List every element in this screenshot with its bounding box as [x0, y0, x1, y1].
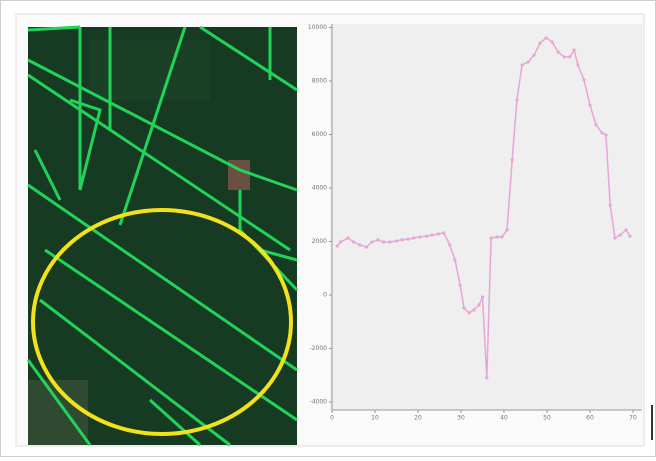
point [594, 123, 597, 126]
y-tick-label: 2000 [312, 238, 327, 245]
point [551, 40, 554, 43]
point [490, 236, 493, 239]
point [419, 235, 422, 238]
point [395, 239, 398, 242]
point [442, 231, 445, 234]
y-tick-label: 4000 [312, 184, 327, 191]
point [336, 244, 339, 247]
point [431, 233, 434, 236]
point [339, 240, 342, 243]
y-tick-label: -4000 [310, 398, 328, 405]
satellite-image [28, 27, 297, 445]
point [545, 36, 548, 39]
point [481, 295, 484, 298]
y-tick-label: -2000 [310, 345, 328, 352]
point [382, 240, 385, 243]
point [609, 204, 612, 207]
point [619, 233, 622, 236]
point [477, 303, 480, 306]
point [539, 41, 542, 44]
point [604, 133, 607, 136]
point [582, 78, 585, 81]
point [625, 228, 628, 231]
point [515, 98, 518, 101]
x-tick-label: 0 [330, 415, 334, 422]
x-tick-label: 10 [371, 415, 379, 422]
point [412, 236, 415, 239]
point [557, 51, 560, 54]
field [90, 40, 210, 100]
point [505, 228, 508, 231]
point [468, 311, 471, 314]
point [365, 246, 368, 249]
point [472, 308, 475, 311]
y-tick-label: 8000 [312, 77, 327, 84]
point [346, 236, 349, 239]
point [576, 63, 579, 66]
point [400, 238, 403, 241]
x-tick-label: 30 [457, 415, 465, 422]
x-tick-label: 40 [500, 415, 508, 422]
point [376, 238, 379, 241]
screenshot: -4000 -2000 0 2000 4000 6000 8000 10000 0 10 20 30 4… [0, 0, 656, 457]
point [485, 376, 488, 379]
point [388, 240, 391, 243]
point [520, 63, 523, 66]
point [600, 131, 603, 134]
x-tick-label: 60 [586, 415, 594, 422]
point [533, 53, 536, 56]
point [568, 55, 571, 58]
point [358, 243, 361, 246]
point [496, 235, 499, 238]
point [563, 55, 566, 58]
y-tick-label: 6000 [312, 131, 327, 138]
x-tick-label: 70 [629, 415, 637, 422]
point [437, 232, 440, 235]
point [352, 240, 355, 243]
point [459, 283, 462, 286]
point [572, 48, 575, 51]
point [526, 60, 529, 63]
point [370, 240, 373, 243]
point [511, 158, 514, 161]
point [613, 236, 616, 239]
x-tick-label: 50 [543, 415, 551, 422]
point [453, 258, 456, 261]
x-tick-label: 20 [414, 415, 422, 422]
point [462, 306, 465, 309]
point [425, 235, 428, 238]
point [500, 235, 503, 238]
y-tick-label: 10000 [308, 24, 327, 31]
y-tick-label: 0 [323, 291, 327, 298]
point [448, 243, 451, 246]
point [588, 103, 591, 106]
point [407, 237, 410, 240]
point [628, 235, 631, 238]
